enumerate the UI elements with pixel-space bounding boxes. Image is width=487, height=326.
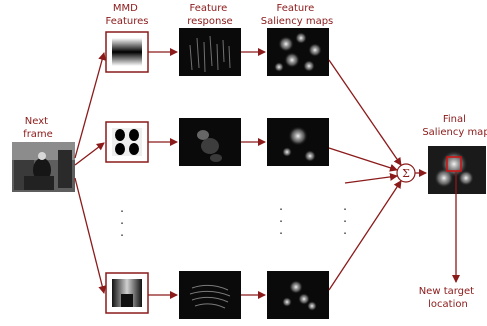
feature-response-image-3 — [179, 271, 241, 319]
mmd-feature-kernel-3 — [105, 272, 149, 314]
final-saliency-map-image — [428, 146, 486, 194]
feature-saliency-map-1 — [267, 28, 329, 76]
final-saliency-map-label: Final Saliency map — [422, 114, 487, 138]
target-bounding-box — [446, 156, 462, 172]
feature-response-image-1 — [179, 28, 241, 76]
feature-response-image-2 — [179, 118, 241, 166]
mmd-feature-kernel-1 — [105, 31, 149, 73]
next-frame-label: Next frame — [23, 116, 53, 140]
ellipsis-sum-inputs: ... — [343, 199, 347, 237]
new-target-location-label: New target location — [419, 286, 478, 310]
feature-saliency-map-3 — [267, 271, 329, 319]
arrow-saliency-2-to-sum — [328, 147, 398, 172]
svg-text:Σ: Σ — [402, 167, 410, 180]
feature-response-label: Feature response — [187, 3, 232, 27]
next-frame-image — [12, 142, 75, 192]
ellipsis-saliency-maps: ... — [279, 199, 283, 237]
arrow-frame-to-kernel-2 — [74, 142, 105, 166]
arrow-ellipsis-to-sum — [344, 172, 398, 184]
arrow-frame-to-kernel-3 — [74, 177, 107, 294]
arrow-saliency-1-to-sum — [328, 59, 402, 166]
arrow-frame-to-kernel-1 — [74, 52, 106, 159]
summation-node: Σ — [396, 163, 416, 183]
mmd-feature-kernel-2 — [105, 121, 149, 163]
feature-saliency-maps-label: Feature Saliency maps — [261, 3, 334, 27]
feature-saliency-map-2 — [267, 118, 329, 166]
mmd-features-label: MMD Features — [106, 3, 149, 27]
arrow-saliency-3-to-sum — [328, 180, 402, 291]
ellipsis-kernels: ... — [120, 201, 124, 239]
